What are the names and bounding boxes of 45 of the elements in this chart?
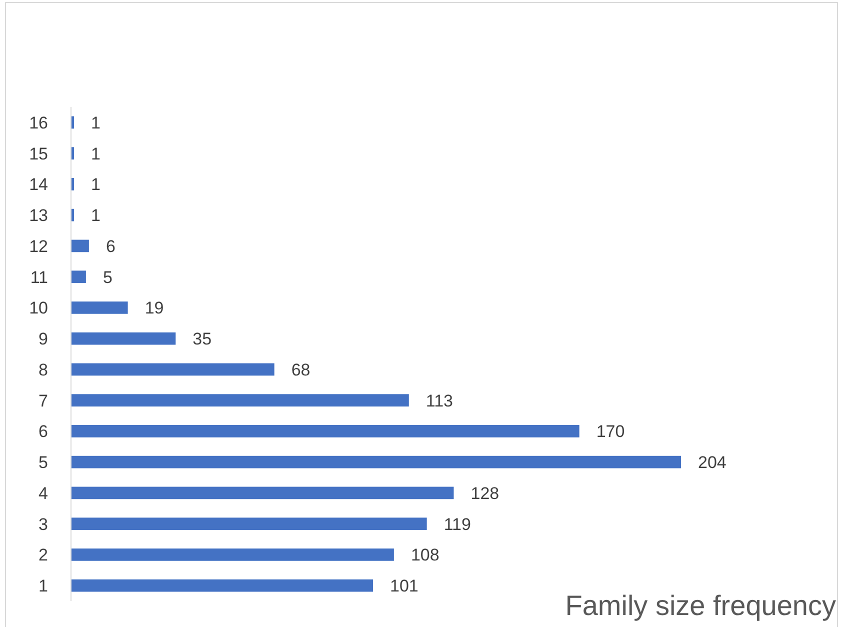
y-tick-label: 11 xyxy=(30,268,48,287)
bar xyxy=(71,548,394,561)
text: Family size frequency xyxy=(565,590,836,621)
y-tick-label: 2 xyxy=(38,546,48,565)
y-tick-label: 13 xyxy=(29,206,48,226)
data-label: 128 xyxy=(470,484,500,503)
bar xyxy=(71,240,89,252)
bar xyxy=(71,456,681,468)
bar xyxy=(71,425,580,438)
bar xyxy=(71,270,86,283)
bar xyxy=(71,394,409,406)
data-label: 101 xyxy=(390,576,418,596)
data-label: 6 xyxy=(106,236,116,256)
y-tick-label: 14 xyxy=(29,175,48,194)
data-label: 19 xyxy=(144,298,164,318)
data-label: 35 xyxy=(192,330,212,349)
y-tick-label: 1 xyxy=(38,576,48,596)
bar xyxy=(71,302,128,314)
data-label: 1 xyxy=(90,144,100,164)
y-tick-label: 6 xyxy=(38,422,48,442)
bar xyxy=(71,486,454,500)
y-tick-label: 8 xyxy=(38,360,48,380)
y-tick-label: 4 xyxy=(38,484,48,503)
y-tick-label: 10 xyxy=(29,298,48,318)
data-label: 113 xyxy=(426,391,453,410)
bar xyxy=(71,363,274,376)
bar xyxy=(71,579,374,592)
data-label: 170 xyxy=(596,422,625,442)
data-label: 108 xyxy=(410,546,440,565)
y-tick-label: 15 xyxy=(29,144,48,164)
y-tick-label: 12 xyxy=(29,236,48,256)
y-tick-label: 7 xyxy=(38,391,48,410)
data-label: 1 xyxy=(90,113,100,132)
data-label: 68 xyxy=(291,360,310,380)
y-tick-label: 3 xyxy=(38,514,48,534)
data-label: 5 xyxy=(102,268,112,287)
data-label: 119 xyxy=(444,514,471,534)
data-label: 204 xyxy=(698,453,726,472)
data-label: 1 xyxy=(90,175,100,194)
y-tick-label: 5 xyxy=(38,453,48,472)
bar xyxy=(71,332,176,345)
y-tick-label: 9 xyxy=(38,330,48,349)
data-label: 1 xyxy=(90,206,100,226)
y-tick-label: 16 xyxy=(29,113,48,132)
bar xyxy=(71,518,427,530)
